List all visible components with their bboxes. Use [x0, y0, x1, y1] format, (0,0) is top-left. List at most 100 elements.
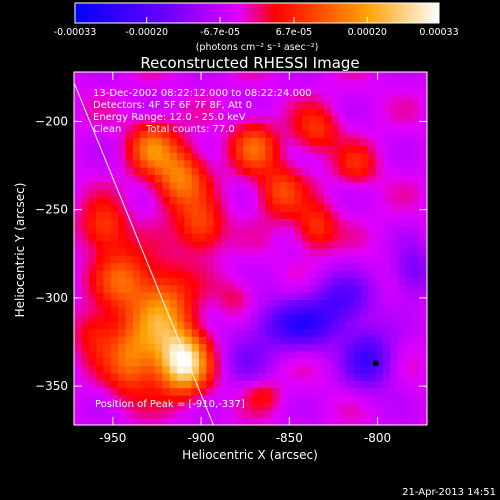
heatmap-cell	[125, 344, 134, 353]
heatmap-cell	[301, 138, 310, 147]
heatmap-cell	[169, 344, 178, 353]
heatmap-cell	[338, 123, 347, 132]
heatmap-cell	[96, 72, 105, 80]
heatmap-cell	[221, 388, 230, 397]
heatmap-cell	[316, 417, 325, 425]
heatmap-cell	[110, 417, 119, 425]
heatmap-cell	[353, 204, 362, 213]
heatmap-cell	[294, 299, 303, 308]
heatmap-cell	[316, 314, 325, 323]
heatmap-cell	[162, 322, 171, 330]
heatmap-cell	[199, 344, 207, 353]
heatmap-cell	[382, 380, 391, 389]
heatmap-cell	[206, 160, 215, 169]
heatmap-cell	[272, 219, 281, 228]
heatmap-cell	[397, 344, 406, 353]
heatmap-cell	[88, 101, 97, 110]
heatmap-cell	[331, 123, 340, 132]
heatmap-cell	[221, 226, 230, 235]
heatmap-cell	[96, 263, 105, 272]
heatmap-cell	[353, 101, 362, 110]
heatmap-cell	[199, 101, 207, 110]
heatmap-cell	[397, 174, 406, 183]
heatmap-cell	[316, 79, 325, 88]
heatmap-cell	[154, 255, 163, 264]
heatmap-cell	[265, 182, 274, 191]
heatmap-cell	[397, 241, 406, 250]
heatmap-cell	[368, 204, 377, 213]
heatmap-cell	[368, 366, 377, 375]
heatmap-cell	[331, 388, 340, 397]
heatmap-cell	[81, 388, 90, 397]
heatmap-cell	[331, 299, 340, 308]
heatmap-cell	[154, 314, 163, 323]
heatmap-cell	[103, 241, 112, 250]
heatmap-cell	[169, 263, 178, 272]
heatmap-cell	[404, 226, 413, 235]
heatmap-cell	[404, 182, 413, 191]
heatmap-cell	[346, 358, 355, 367]
heatmap-cell	[147, 255, 156, 264]
heatmap-cell	[360, 336, 369, 345]
heatmap-cell	[169, 395, 178, 404]
heatmap-cell	[279, 79, 288, 88]
heatmap-cell	[272, 211, 281, 220]
heatmap-cell	[96, 130, 105, 139]
heatmap-cell	[287, 94, 296, 103]
x-axis-ticks: -950 -900 -850 -800	[99, 72, 391, 445]
heatmap-cell	[184, 277, 193, 286]
heatmap-cell	[199, 130, 207, 139]
heatmap-cell	[221, 336, 230, 345]
heatmap-cell	[169, 219, 178, 228]
heatmap-cell	[331, 410, 340, 419]
heatmap-cell	[250, 189, 259, 198]
heatmap-cell	[191, 373, 200, 382]
heatmap-cell	[324, 248, 332, 257]
heatmap-cell	[213, 285, 222, 294]
heatmap-cell	[110, 248, 119, 257]
heatmap-cell	[176, 94, 185, 103]
heatmap-cell	[191, 145, 200, 154]
heatmap-cell	[360, 219, 369, 228]
heatmap-cell	[154, 174, 163, 183]
heatmap-cell	[419, 322, 427, 330]
heatmap-cell	[375, 380, 384, 389]
heatmap-cell	[103, 130, 112, 139]
heatmap-cell	[140, 211, 149, 220]
heatmap-cell	[309, 182, 318, 191]
heatmap-cell	[88, 314, 97, 323]
heatmap-cell	[279, 197, 288, 205]
heatmap-cell	[316, 108, 325, 117]
heatmap-cell	[419, 410, 427, 419]
heatmap-cell	[110, 219, 119, 228]
heatmap-cell	[397, 72, 406, 80]
heatmap-cell	[382, 344, 391, 353]
heatmap-cell	[213, 123, 222, 132]
heatmap-cell	[272, 233, 281, 242]
heatmap-cell	[191, 233, 200, 242]
heatmap-cell	[81, 123, 90, 132]
heatmap-cell	[309, 402, 318, 411]
heatmap-cell	[162, 292, 171, 301]
heatmap-cell	[397, 263, 406, 272]
heatmap-cell	[331, 380, 340, 389]
heatmap-cell	[353, 329, 362, 338]
heatmap-cell	[353, 336, 362, 345]
heatmap-cell	[162, 116, 171, 125]
heatmap-cell	[294, 167, 303, 176]
heatmap-cell	[301, 395, 310, 404]
heatmap-cell	[118, 130, 127, 139]
heatmap-cell	[235, 182, 244, 191]
heatmap-cell	[199, 358, 207, 367]
heatmap-cell	[404, 79, 413, 88]
heatmap-cell	[353, 270, 362, 279]
heatmap-cell	[324, 351, 332, 360]
heatmap-cell	[316, 255, 325, 264]
heatmap-cell	[176, 101, 185, 110]
heatmap-cell	[324, 255, 332, 264]
heatmap-cell	[132, 255, 141, 264]
heatmap-cell	[412, 182, 421, 191]
heatmap-cell	[243, 145, 252, 154]
heatmap-cell	[338, 204, 347, 213]
heatmap-cell	[118, 410, 127, 419]
